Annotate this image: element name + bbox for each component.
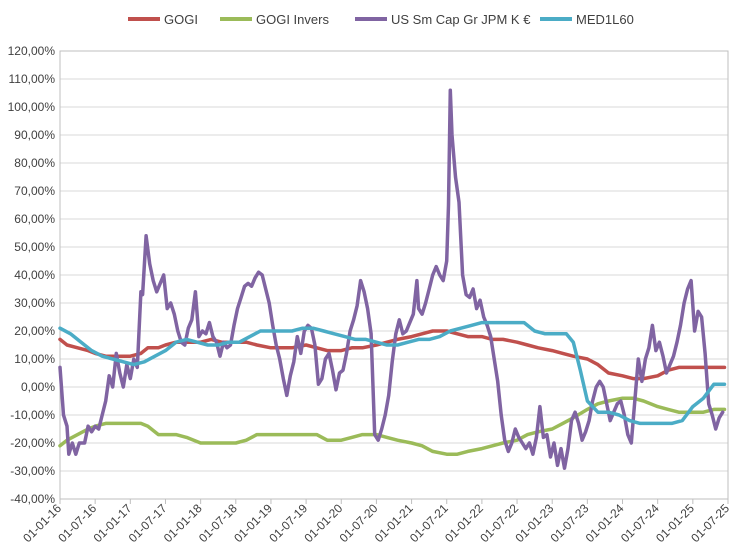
y-tick-label: -10,00% [10,408,55,422]
y-tick-label: 60,00% [14,212,55,226]
series-lines [58,88,727,470]
x-tick-label: 01-07-25 [688,501,732,542]
y-tick-label: 50,00% [14,240,55,254]
y-tick-label: 70,00% [14,184,55,198]
series-line-1 [58,396,727,456]
legend: GOGI GOGI Invers US Sm Cap Gr JPM K € MED1L… [128,12,634,27]
series-line-3 [58,320,727,426]
legend-label: MED1L60 [576,12,634,27]
y-tick-label: 90,00% [14,128,55,142]
y-tick-label: 10,00% [14,352,55,366]
legend-label: GOGI [164,12,198,27]
legend-label: US Sm Cap Gr JPM K € [391,12,531,27]
y-tick-label: 120,00% [8,44,56,58]
y-tick-label: 40,00% [14,268,55,282]
series-line-2 [58,88,725,470]
y-tick-label: -40,00% [10,492,55,506]
y-tick-label: 0,00% [21,380,55,394]
y-tick-label: 110,00% [9,72,56,86]
plot-area-border [59,50,729,500]
y-tick-label: 80,00% [14,156,55,170]
y-tick-label: -20,00% [10,436,55,450]
legend-label: GOGI Invers [256,12,329,27]
y-tick-label: 20,00% [14,324,55,338]
y-tick-label: 100,00% [8,100,56,114]
axes: 120,00% 110,00% 100,00% 90,00% 80,00% 70,00% 6… [8,44,733,542]
y-tick-label: -30,00% [10,464,55,478]
y-tick-label: 30,00% [14,296,55,310]
